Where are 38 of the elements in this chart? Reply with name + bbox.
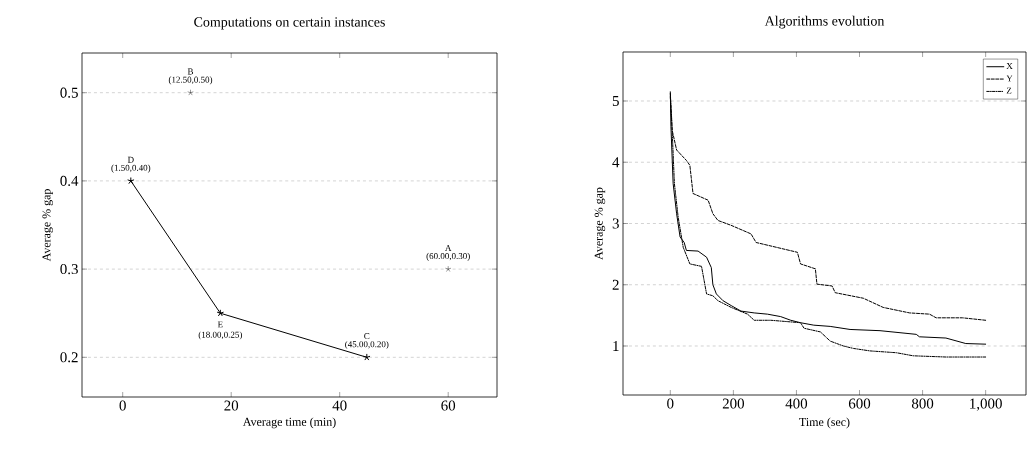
x-tick-label: 60: [441, 400, 456, 411]
annotation: (1.50,0.40): [111, 164, 151, 173]
y-tick-label: 3: [612, 218, 619, 229]
x-axis-title: Time (sec): [799, 417, 850, 429]
annotation: C: [364, 333, 370, 340]
y-tick-label: 0.2: [60, 352, 78, 363]
legend-label: X: [1006, 63, 1013, 69]
annotation: (12.50,0.50): [168, 76, 213, 85]
y-tick-label: 4: [612, 157, 620, 168]
annotation: A: [445, 244, 452, 251]
y-tick-label: 1: [613, 341, 619, 351]
y-tick-label: 5: [612, 96, 619, 106]
annotation: (18.00,0.25): [198, 331, 242, 340]
annotation: B: [187, 68, 194, 75]
y-axis-title: Average % gap: [594, 187, 606, 260]
x-tick-label: 0: [119, 400, 126, 411]
y-tick-label: 0.4: [60, 175, 79, 186]
x-tick-label: 200: [722, 398, 745, 409]
x-tick-label: 0: [667, 398, 674, 409]
legend-label: Z: [1006, 87, 1012, 94]
x-tick-label: 600: [848, 398, 871, 409]
x-tick-label: 1,000: [970, 398, 1002, 411]
x-tick-label: 40: [332, 400, 347, 411]
y-axis-title: Average % gap: [42, 189, 53, 262]
x-tick-label: 400: [785, 398, 808, 409]
chart-title: Algorithms evolution: [764, 15, 885, 29]
annotation: (45.00,0.20): [345, 340, 389, 350]
x-axis-title: Average time (min): [242, 417, 336, 429]
y-tick-label: 0.3: [60, 264, 78, 275]
legend-label: Y: [1006, 75, 1013, 82]
annotation: (60.00,0.30): [426, 252, 470, 261]
annotation: E: [217, 321, 223, 328]
y-tick-label: 2: [612, 279, 619, 290]
x-tick-label: 800: [911, 398, 934, 409]
chart-title: Computations on certain instances: [194, 17, 385, 30]
x-tick-label: 20: [224, 400, 239, 411]
y-tick-label: 0.5: [60, 87, 78, 98]
annotation: D: [127, 156, 134, 163]
